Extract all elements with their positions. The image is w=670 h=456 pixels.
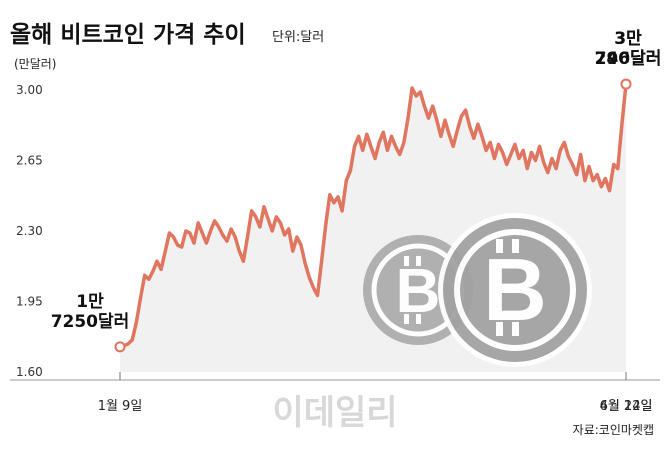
annotation-label: 290달러: [595, 48, 662, 69]
data-point: [620, 78, 632, 90]
source-label: 자료:코인마켓캡: [573, 423, 654, 437]
annotation-label: 1만: [76, 292, 104, 312]
y-tick-label: 3.00: [16, 83, 43, 97]
annotation-label: 3만: [614, 29, 642, 49]
x-tick-label: 4월 14일: [600, 399, 653, 414]
data-point: [114, 341, 126, 353]
y-tick-label: 1.95: [16, 295, 43, 309]
unit-note: 단위:달러: [272, 30, 324, 45]
key-points: [114, 78, 632, 353]
watermark: 이데일리: [272, 393, 397, 433]
y-tick-label: 2.30: [16, 224, 43, 238]
annotation-label: 7250달러: [51, 311, 130, 332]
y-tick-label: 1.60: [16, 365, 43, 379]
price-line: [118, 82, 628, 349]
y-tick-label: 2.65: [16, 154, 43, 168]
bitcoin-coin-icon: B: [438, 213, 592, 367]
annotation-label: 746달러: [595, 48, 662, 69]
x-tick-label: 1월 9일: [98, 399, 143, 414]
y-axis-label: (만달러): [14, 57, 56, 71]
x-tick-label: 6월 22일: [600, 399, 653, 414]
chart-title: 올해 비트코인 가격 추이: [10, 22, 246, 48]
y-tick-labels: 3.00 2.65 2.30 1.95 1.60: [16, 83, 43, 379]
annotation-label: 3만: [614, 29, 642, 49]
